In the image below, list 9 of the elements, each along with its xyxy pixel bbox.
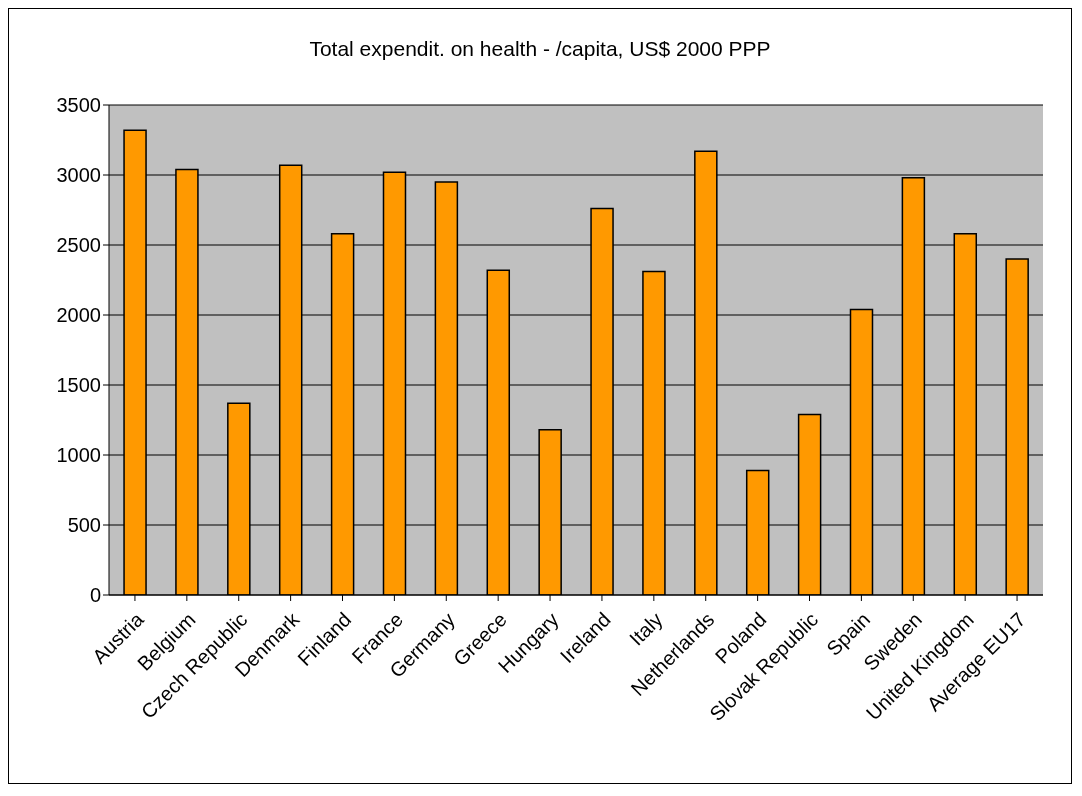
chart-title: Total expendit. on health - /capita, US$ 2000 PPP	[308, 36, 772, 62]
y-tick-label: 3500	[56, 94, 101, 117]
y-tick-label: 3000	[56, 164, 101, 187]
y-tick-label: 0	[89, 584, 101, 607]
y-tick-label: 2500	[56, 234, 101, 257]
y-tick-label: 1000	[56, 444, 101, 467]
y-tick-label: 500	[67, 514, 101, 537]
y-tick-label: 2000	[56, 304, 101, 327]
y-tick-label: 1500	[56, 374, 101, 397]
